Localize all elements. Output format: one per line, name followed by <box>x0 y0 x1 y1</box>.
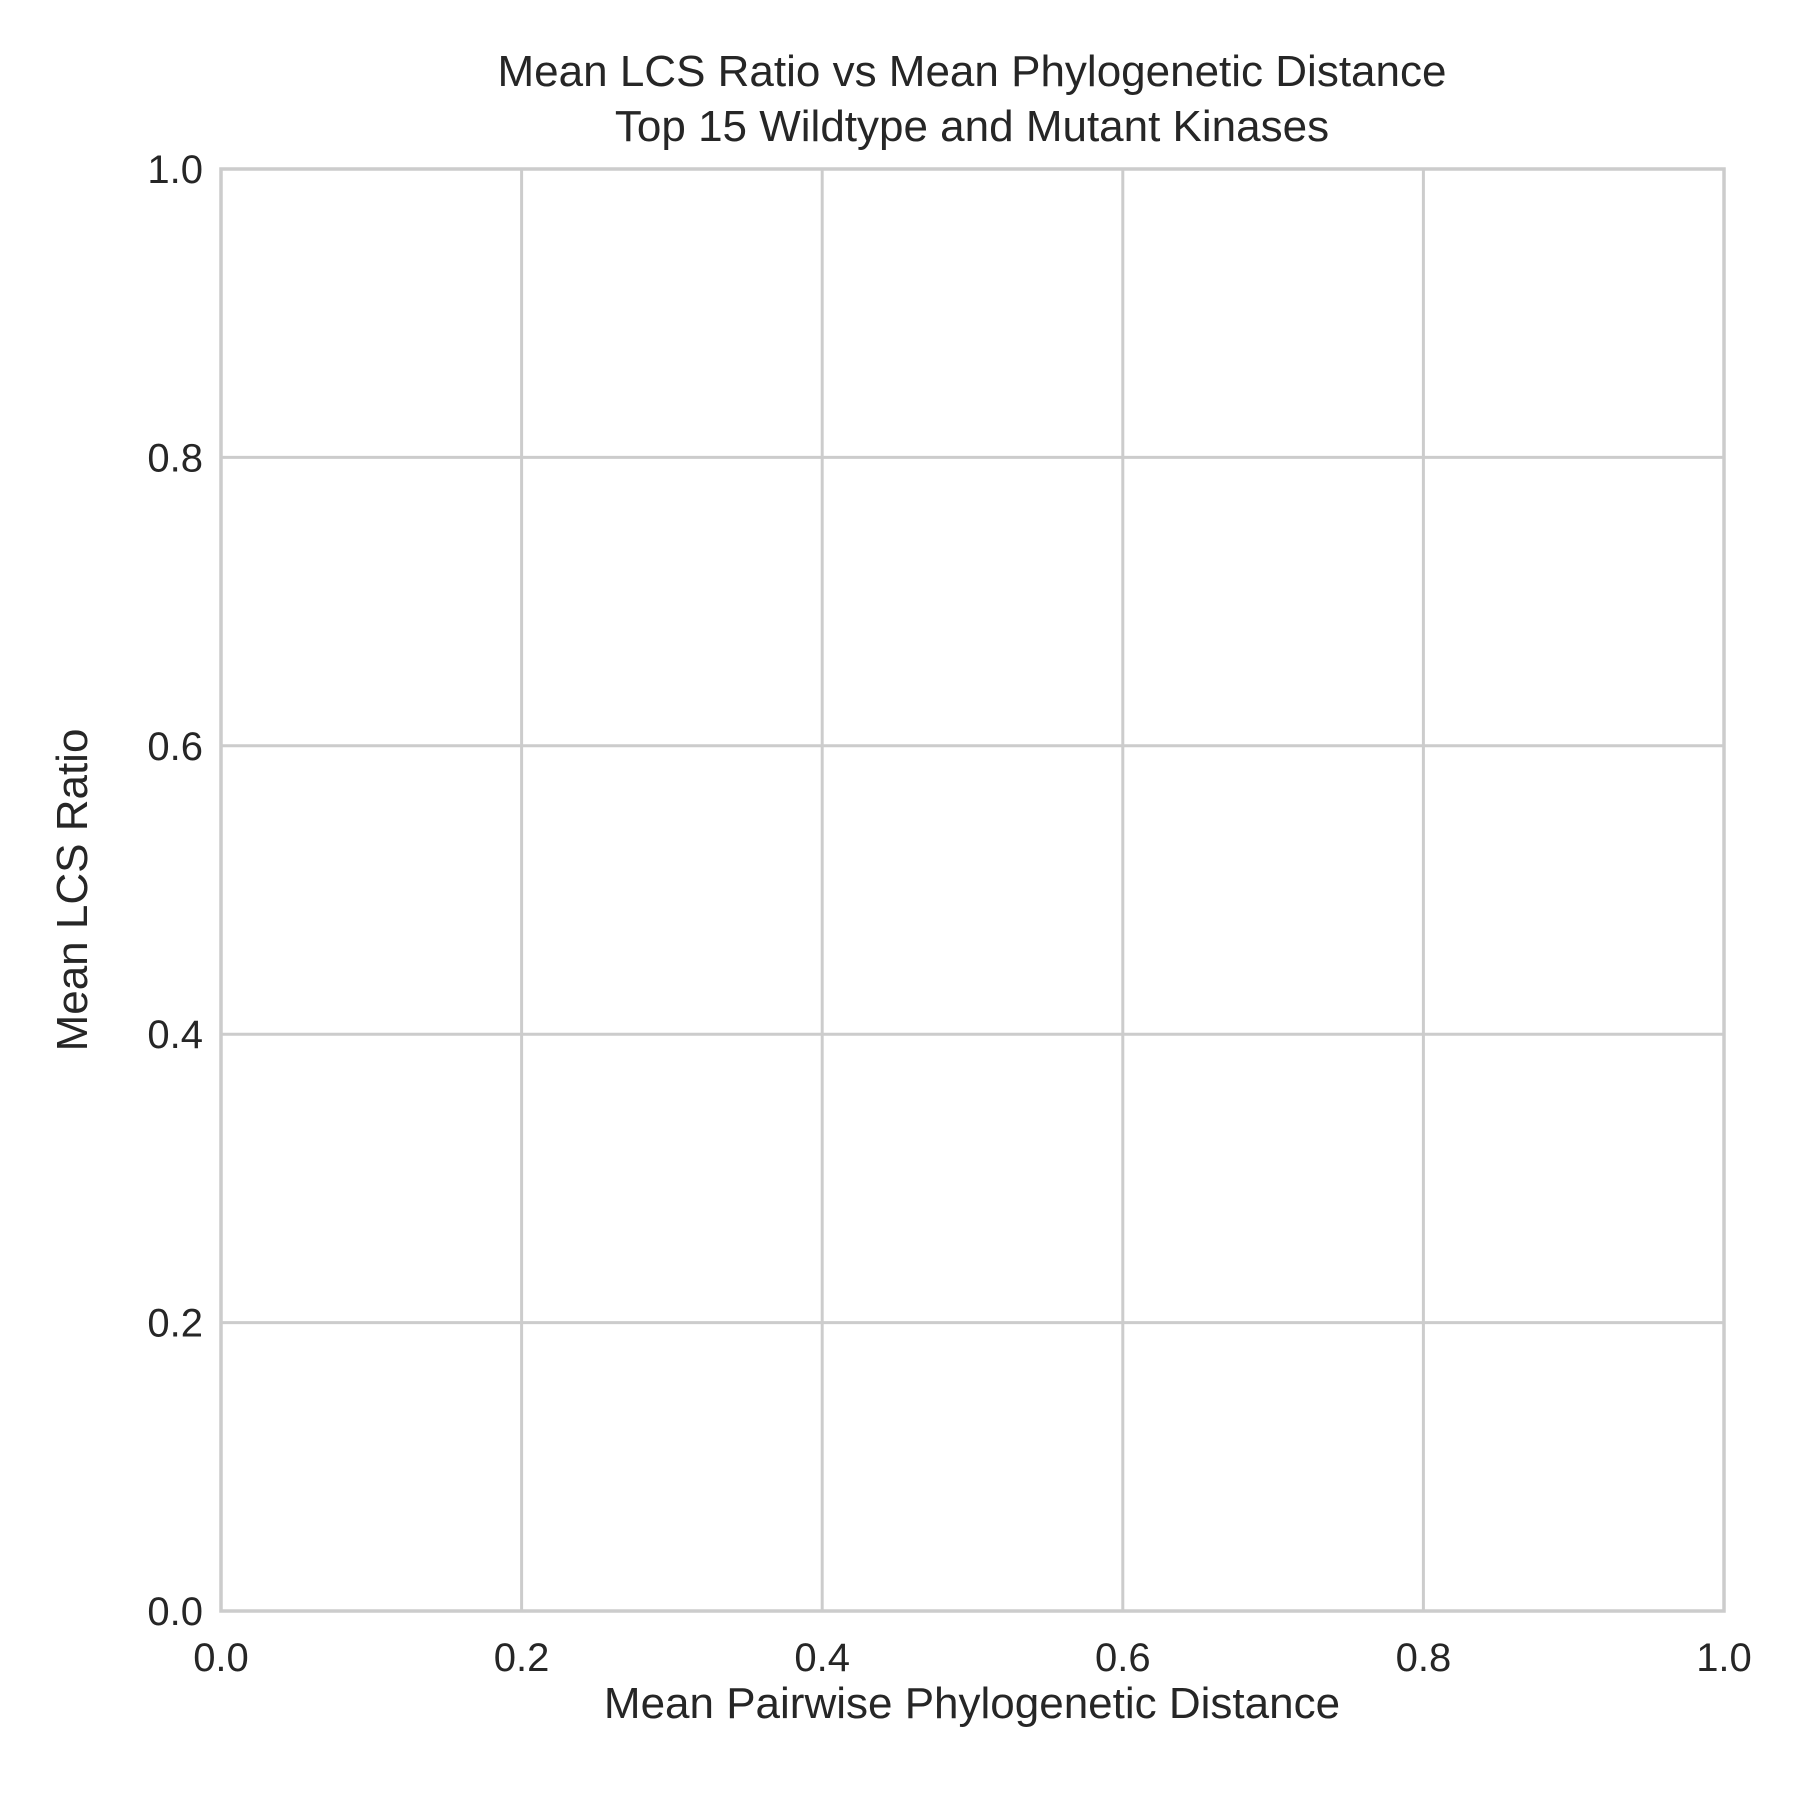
plot-frame <box>219 167 1726 1613</box>
x-tick-label: 1.0 <box>1696 1636 1752 1680</box>
x-tick-label: 0.2 <box>494 1636 550 1680</box>
y-axis-label: Mean LCS Ratio <box>48 729 97 1052</box>
chart-title-line-2: Top 15 Wildtype and Mutant Kinases <box>615 102 1329 151</box>
x-tick-label: 0.0 <box>193 1636 249 1680</box>
x-tick-label: 0.8 <box>1396 1636 1452 1680</box>
x-axis-label: Mean Pairwise Phylogenetic Distance <box>604 1679 1340 1728</box>
x-tick-label: 0.4 <box>794 1636 850 1680</box>
y-tick-label: 0.8 <box>147 436 203 480</box>
chart-title-line-1: Mean LCS Ratio vs Mean Phylogenetic Dist… <box>498 47 1447 96</box>
y-tick-label: 0.6 <box>147 725 203 769</box>
y-tick-label: 1.0 <box>147 148 203 192</box>
y-tick-label: 0.0 <box>147 1590 203 1634</box>
y-tick-label: 0.4 <box>147 1013 203 1057</box>
y-tick-label: 0.2 <box>147 1302 203 1346</box>
x-tick-label: 0.6 <box>1095 1636 1151 1680</box>
x-tick-labels: 0.0 0.2 0.4 0.6 0.8 1.0 <box>193 1636 1752 1680</box>
y-tick-labels: 0.0 0.2 0.4 0.6 0.8 1.0 <box>147 148 203 1634</box>
